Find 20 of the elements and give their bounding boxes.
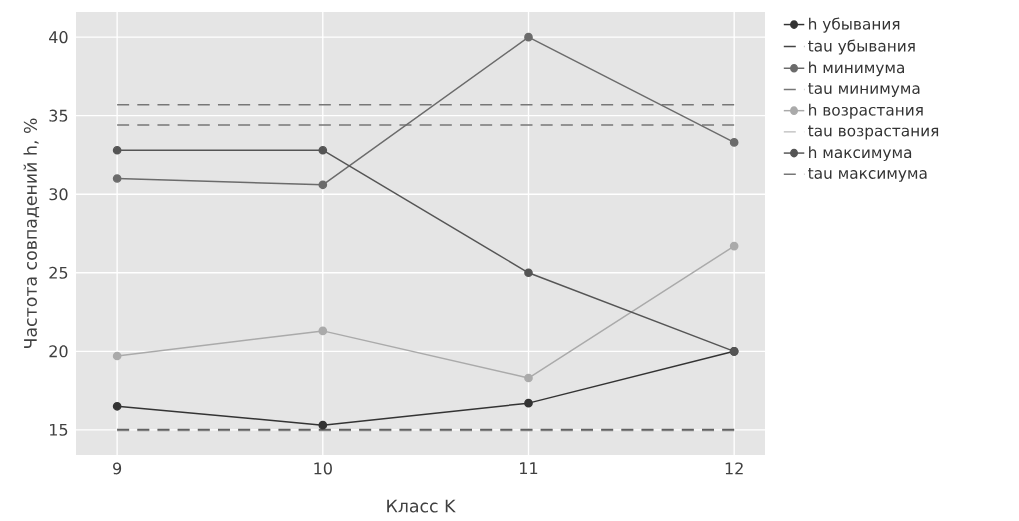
y-tick-label: 30 (49, 188, 68, 201)
y-axis-title: Частота совпадений h, % (23, 118, 40, 348)
legend-label: tau убывания (808, 39, 915, 55)
legend-label: h возрастания (809, 103, 923, 119)
y-tick-label: 15 (50, 423, 68, 436)
y-tick-label: 35 (49, 109, 68, 122)
x-tick-label: 10 (314, 462, 332, 475)
y-tick-label: 40 (49, 31, 68, 44)
legend-label: h убывания (809, 17, 900, 33)
y-tick-label: 25 (49, 266, 68, 279)
x-tick-label: 12 (725, 462, 743, 475)
y-tick-label: 20 (49, 345, 68, 358)
legend-label: h минимума (809, 61, 904, 77)
legend-label: tau возрастания (808, 125, 939, 140)
legend-label: h максимума (809, 146, 912, 162)
x-tick-label: 9 (113, 462, 122, 475)
x-axis-title: Класс K (387, 499, 456, 513)
legend-label: tau минимума (808, 83, 920, 98)
legend-label: tau максимума (808, 167, 927, 182)
x-tick-label: 11 (520, 462, 538, 475)
